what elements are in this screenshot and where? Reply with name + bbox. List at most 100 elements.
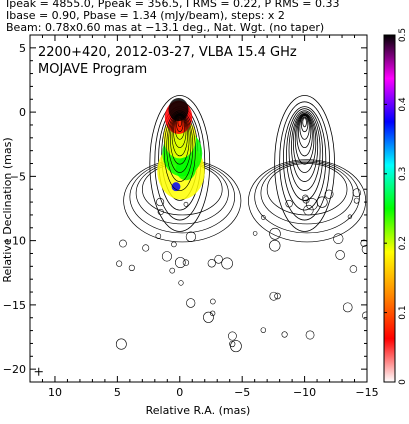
contour [294,113,315,165]
y-tick-label: 5 [19,42,26,55]
noise-contour [186,298,196,308]
contour [302,117,307,128]
contour-extended [248,159,367,243]
noise-contour [209,310,216,317]
noise-contour [161,251,172,262]
axis-ticks: 10 5 0 −5 −10 −15 5 0 −5 −10 −15 −20 [3,34,379,399]
noise-contour [353,197,360,204]
y-tick-label: −10 [3,235,26,248]
noise-contour [303,204,314,216]
contour-inner [168,113,192,173]
y-axis-label: Relative Declination (mas) [1,137,14,282]
noise-contour [157,208,164,216]
contour [274,95,335,232]
contour [286,108,324,201]
contour-inner [163,110,196,191]
noise-contour [115,338,127,350]
contour [149,95,211,232]
colorbar-tick-label: 0.4 [398,97,408,112]
polarization-blob [171,182,181,192]
noise-contour [347,214,353,219]
plot-frame [29,34,368,383]
contour-inner [166,111,194,182]
noise-contour [185,231,197,242]
contour-extended [260,161,354,225]
noise-contour [174,257,186,269]
contour [288,110,321,191]
header-line-2: Ibase = 0.90, Pbase = 1.34 (mJy/beam), s… [6,9,285,22]
noise-contour [316,196,328,208]
contour [282,106,327,211]
contour [297,114,312,149]
contour-inner [171,114,188,157]
chart-title: 2200+420, 2012-03-27, VLBA 15.4 GHz [38,45,297,60]
noise-contour [362,311,367,320]
noise-contour [360,239,367,247]
noise-contour [142,244,150,252]
noise-contour [207,259,216,268]
noise-contour [349,265,358,273]
noise-contour [119,239,127,248]
noise-contour [305,330,315,340]
noise-contour [335,250,345,260]
noise-contour [128,264,135,272]
colorbar-tick-label: 0.2 [398,236,408,250]
noise-contour [269,291,278,301]
y-tick-label: 0 [19,106,26,119]
noise-contour [169,267,176,274]
contour [291,111,319,182]
noise-contour [183,201,189,207]
contour-inner [177,117,182,128]
y-tick-label: −20 [3,363,26,376]
colorbar [383,34,396,383]
y-tick-label: −5 [10,170,26,183]
noise-contour [252,231,258,236]
noise-contour [285,199,293,208]
noise-contour [361,244,367,254]
header-line-1: Ipeak = 4855.0, Ppeak = 356.5, I RMS = 0… [6,0,340,10]
chart-subtitle: MOJAVE Program [38,62,147,77]
contour [292,112,317,173]
total-intensity-jet-left [115,95,242,353]
noise-contour [230,340,242,353]
contour-extended [254,160,360,234]
noise-contour [221,257,233,270]
noise-contour [352,188,361,198]
contour [299,115,310,140]
noise-contour [155,233,162,240]
polarization-blob [176,157,197,181]
colorbar-tick-label: 0.3 [398,167,408,181]
contour-inner [176,116,184,133]
x-tick-label: −10 [293,386,316,399]
header-line-3: Beam: 0.78x0.60 mas at −13.1 deg., Nat. … [6,21,325,34]
noise-contour [324,189,334,199]
total-intensity-jet-right [248,95,367,340]
x-tick-label: 0 [176,386,183,399]
colorbar-tick-label: 0.5 [398,28,408,42]
noise-contour [203,311,214,323]
noise-contour [171,241,177,248]
noise-contour [274,292,281,300]
noise-contour [156,197,165,207]
contour-inner [173,114,187,148]
noise-contour [116,260,123,267]
contour [296,114,313,157]
noise-contour [228,331,237,341]
noise-contour [269,239,281,252]
contour [279,101,330,221]
colorbar-ticks: 0 0.1 0.2 0.3 0.4 0.5 [384,28,408,385]
x-tick-label: −5 [234,386,250,399]
x-tick-label: 10 [48,386,62,399]
noise-contour [306,198,318,211]
noise-contour [182,259,190,266]
noise-contour [302,194,309,202]
noise-contour [342,302,353,313]
colorbar-tick-label: 0 [398,379,408,385]
contour [300,116,309,133]
y-tick-label: −15 [3,299,26,312]
map-layer [34,95,367,376]
contour-inner [174,115,185,140]
noise-contour [302,196,310,204]
x-tick-label: −15 [355,386,378,399]
